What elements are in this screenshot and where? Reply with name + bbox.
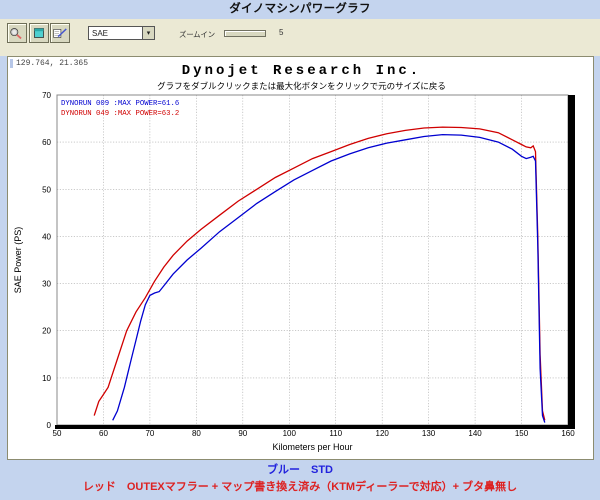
svg-text:0: 0 [47, 421, 52, 430]
svg-text:60: 60 [99, 429, 108, 438]
svg-text:90: 90 [238, 429, 247, 438]
svg-text:50: 50 [42, 185, 51, 194]
svg-text:110: 110 [329, 429, 342, 438]
svg-text:140: 140 [468, 429, 482, 438]
svg-text:DYNORUN 009 :MAX POWER=61.6: DYNORUN 009 :MAX POWER=61.6 [61, 100, 179, 108]
svg-text:60: 60 [42, 138, 51, 147]
svg-text:10: 10 [42, 374, 51, 383]
svg-text:SAE Power (PS): SAE Power (PS) [13, 227, 23, 294]
svg-text:40: 40 [42, 232, 51, 241]
svg-text:70: 70 [42, 91, 51, 100]
svg-text:50: 50 [53, 429, 62, 438]
svg-text:70: 70 [145, 429, 154, 438]
svg-text:DYNORUN 049 :MAX POWER=63.2: DYNORUN 049 :MAX POWER=63.2 [61, 110, 179, 118]
svg-text:30: 30 [42, 280, 51, 289]
svg-text:100: 100 [283, 429, 297, 438]
svg-text:20: 20 [42, 327, 51, 336]
svg-text:130: 130 [422, 429, 436, 438]
svg-text:150: 150 [515, 429, 529, 438]
svg-text:120: 120 [376, 429, 390, 438]
svg-text:160: 160 [561, 429, 575, 438]
svg-text:Kilometers per Hour: Kilometers per Hour [272, 442, 352, 452]
svg-text:80: 80 [192, 429, 201, 438]
